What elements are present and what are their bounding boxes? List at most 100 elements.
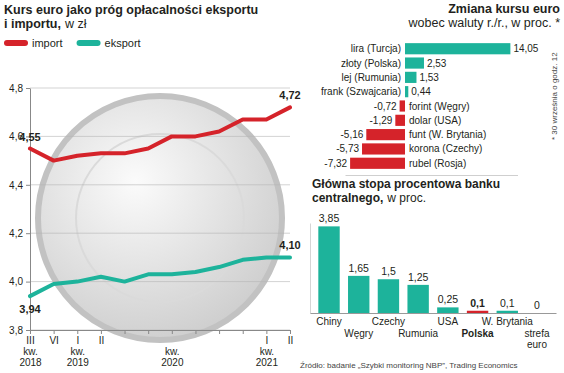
legend-label: eksport <box>105 37 141 49</box>
x-tick-line: kw. <box>23 346 37 357</box>
x-tick-mark <box>30 330 31 334</box>
data-label: 1,53 <box>419 72 439 83</box>
category-line: Chiny <box>316 316 342 327</box>
x-tick-line: 2020 <box>161 357 184 368</box>
x-tick-label: IIIkw.2018 <box>19 335 42 368</box>
bar <box>437 307 458 313</box>
x-tick-mark <box>243 330 244 334</box>
category-label: Czechy <box>372 316 405 327</box>
category-label: funt (W. Brytania) <box>409 129 486 140</box>
y-tick: 4,2 <box>9 228 30 239</box>
data-label: 1,25 <box>408 271 429 283</box>
x-tick-line: III <box>26 335 34 346</box>
y-axis <box>310 224 311 314</box>
x-tick <box>219 330 220 334</box>
category-label: Rumunia <box>398 328 438 339</box>
x-tick: kw.2020 <box>161 330 184 368</box>
x-tick-mark <box>290 330 291 334</box>
legend-swatch <box>7 40 25 46</box>
x-tick: II <box>99 330 105 346</box>
x-tick-line: II <box>99 335 105 346</box>
data-label: -0,72 <box>374 101 397 112</box>
category-label: dolar (USA) <box>409 115 461 126</box>
bar <box>526 313 547 314</box>
x-axis <box>311 313 557 314</box>
bar <box>405 72 416 83</box>
y-tick-label: 4,0 <box>9 276 23 287</box>
title-line: Zmiana kursu euro <box>448 2 560 16</box>
y-tick-mark <box>26 282 30 283</box>
bar <box>405 57 424 68</box>
x-tick-line: 2021 <box>256 357 279 368</box>
category-label: strefaeuro <box>524 328 549 350</box>
category-label: frank (Szwajcaria) <box>321 86 401 97</box>
y-tick-label: 4,4 <box>9 180 23 191</box>
y-tick-mark <box>26 233 30 234</box>
title-line: i importu, <box>4 17 61 31</box>
category-line: Polska <box>461 328 494 339</box>
bar <box>497 311 518 313</box>
x-tick-mark <box>219 330 220 334</box>
category-label: Polska <box>461 328 494 339</box>
category-label: rubel (Rosja) <box>409 158 466 169</box>
data-label: 3,85 <box>319 212 340 224</box>
x-axis <box>346 175 519 176</box>
plot-area <box>30 107 290 296</box>
x-tick-label: II <box>288 335 294 346</box>
y-tick-label: 3,8 <box>9 325 23 336</box>
x-tick <box>243 330 244 334</box>
line-chart: Kurs euro jako próg opłacalności eksport… <box>4 3 301 368</box>
x-tick <box>148 330 149 334</box>
data-label: 0,25 <box>438 293 459 305</box>
x-tick-mark <box>125 330 126 334</box>
category-label: Chiny <box>316 316 342 327</box>
bar <box>318 226 339 313</box>
data-label: 2,53 <box>427 58 447 69</box>
y-tick-mark <box>26 88 30 89</box>
data-label: 4,72 <box>279 89 300 101</box>
grid-line <box>30 330 290 331</box>
coin-decoration <box>38 96 282 340</box>
data-label: 14,05 <box>513 43 538 54</box>
data-label: 0 <box>534 299 540 311</box>
chart-title: Kurs euro jako próg opłacalności eksport… <box>4 3 258 31</box>
data-label: 0,1 <box>470 297 485 309</box>
category-label: W. Brytania <box>482 316 534 327</box>
x-tick-line: kw. <box>71 346 85 357</box>
category-label: lej (Rumunia) <box>342 72 401 83</box>
plot-area <box>318 226 518 313</box>
bar <box>378 279 399 313</box>
y-tick: 4,4 <box>9 180 30 191</box>
legend-swatch <box>80 40 98 46</box>
title-line: centralnego, <box>312 191 383 205</box>
bar <box>400 100 405 111</box>
y-tick: 4,0 <box>9 276 30 287</box>
title-line: Główna stopa procentowa banku <box>312 177 500 191</box>
annotation: * 30 września o godz. 12 <box>550 52 559 140</box>
vbar-chart: Główna stopa procentowa bankucentralnego… <box>311 177 557 350</box>
data-label: 4,55 <box>19 131 40 143</box>
x-tick: VI <box>49 330 58 346</box>
chart-title: Zmiana kursu euro <box>448 2 560 16</box>
bar <box>366 129 405 140</box>
category-line: Rumunia <box>398 328 438 339</box>
x-tick-label: Ikw.2019 <box>67 335 90 368</box>
x-axis: IIIkw.2018VIIkw.2019IIkw.2020Ikw.2021II <box>19 330 293 368</box>
data-label: -5,73 <box>336 143 359 154</box>
x-tick-mark <box>54 330 55 334</box>
category-label: złoty (Polska) <box>341 58 401 69</box>
x-tick-mark <box>172 330 173 334</box>
y-tick-label: 4,8 <box>9 83 23 94</box>
category-line: strefa <box>524 328 549 339</box>
x-tick-line: 2019 <box>67 357 90 368</box>
category-label: forint (Węgry) <box>409 101 470 112</box>
x-tick-mark <box>195 330 196 334</box>
data-label: 0,44 <box>411 86 431 97</box>
bar <box>405 43 510 54</box>
x-axis-line <box>346 175 519 176</box>
bar <box>395 115 405 126</box>
category-line: Czechy <box>372 316 405 327</box>
category-line: Węgry <box>344 328 373 339</box>
chart-subtitle: w proc. <box>386 191 426 205</box>
data-label: -1,29 <box>370 115 393 126</box>
